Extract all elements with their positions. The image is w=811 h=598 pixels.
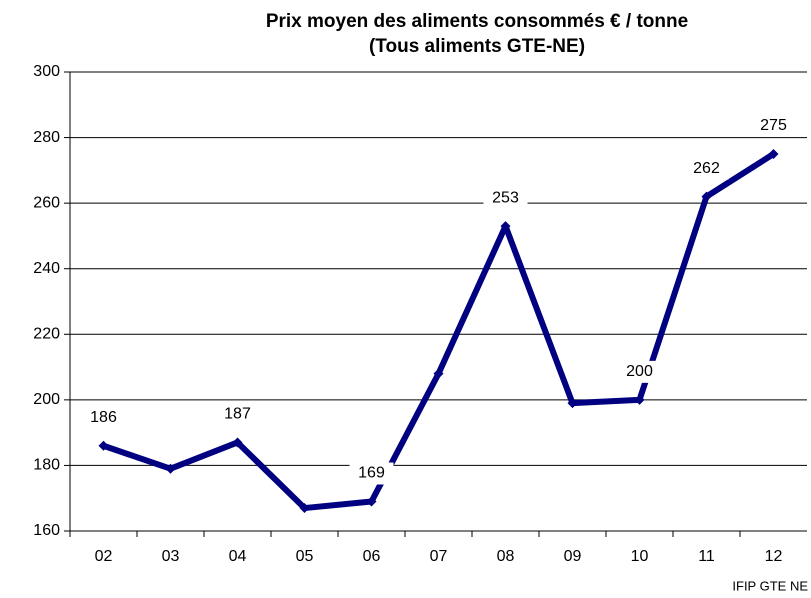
data-point <box>299 503 310 514</box>
data-point <box>768 148 779 159</box>
chart-subtitle: (Tous aliments GTE-NE) <box>369 36 585 57</box>
x-tick-label: 12 <box>765 548 783 565</box>
data-label: 253 <box>492 189 519 206</box>
y-tick-label: 260 <box>33 194 60 211</box>
x-tick-label: 02 <box>95 548 113 565</box>
x-tick-label: 06 <box>363 548 381 565</box>
data-point <box>567 398 578 409</box>
y-tick-label: 300 <box>33 63 60 80</box>
data-label-bg <box>684 157 729 180</box>
y-tick-label: 160 <box>33 522 60 539</box>
data-point <box>634 394 645 405</box>
y-tick-label: 200 <box>33 391 60 408</box>
chart-title: Prix moyen des aliments consommés € / to… <box>266 11 688 32</box>
x-tick-label: 07 <box>430 548 448 565</box>
data-point <box>98 440 109 451</box>
x-tick-label: 03 <box>162 548 180 565</box>
y-tick-label: 240 <box>33 260 60 277</box>
y-tick-label: 280 <box>33 129 60 146</box>
data-label-bg <box>215 403 260 426</box>
source-note: IFIP GTE NE <box>732 578 808 593</box>
data-label-bg <box>349 462 394 485</box>
data-point <box>701 191 712 202</box>
data-point <box>500 221 511 232</box>
x-tick-label: 08 <box>497 548 515 565</box>
data-point <box>366 496 377 507</box>
y-tick-label: 220 <box>33 326 60 343</box>
data-label: 200 <box>626 363 653 380</box>
data-point <box>433 368 444 379</box>
x-tick-label: 11 <box>698 548 715 565</box>
x-tick-label: 04 <box>229 548 247 565</box>
data-label: 275 <box>760 117 787 134</box>
data-point <box>165 463 176 474</box>
data-label: 186 <box>90 409 117 426</box>
data-label-bg <box>617 360 662 383</box>
x-tick-label: 05 <box>296 548 314 565</box>
data-label: 262 <box>693 160 720 177</box>
data-label: 187 <box>224 406 251 423</box>
data-line <box>102 151 776 512</box>
data-point <box>232 437 243 448</box>
data-label-bg <box>81 406 126 429</box>
x-tick-label: 10 <box>631 548 649 565</box>
data-label-bg <box>751 114 796 137</box>
data-label: 169 <box>358 465 385 482</box>
x-tick-label: 09 <box>564 548 582 565</box>
y-tick-label: 180 <box>33 457 60 474</box>
data-label-bg <box>483 187 528 210</box>
